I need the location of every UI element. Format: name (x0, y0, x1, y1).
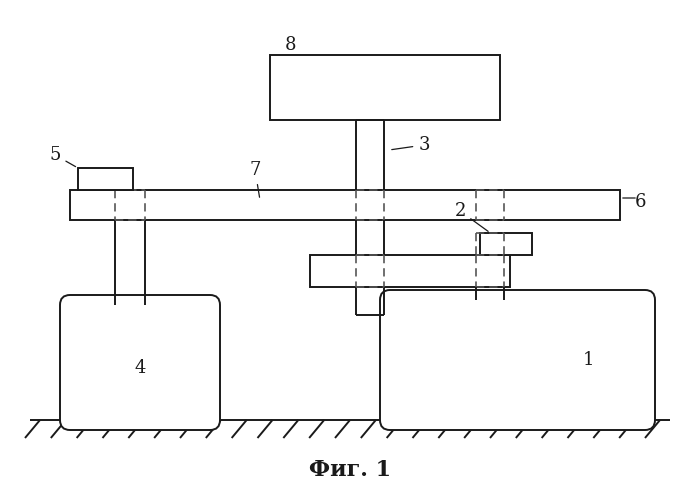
Bar (78, 168, 133, 190)
Text: 4: 4 (134, 359, 146, 377)
FancyBboxPatch shape (380, 290, 655, 430)
Bar (70, 190, 620, 220)
Text: 7: 7 (249, 161, 260, 197)
Text: 3: 3 (392, 136, 430, 154)
Text: 5: 5 (49, 146, 76, 167)
Text: 2: 2 (454, 202, 488, 231)
Text: 8: 8 (284, 36, 295, 54)
FancyBboxPatch shape (60, 295, 220, 430)
Bar (270, 55, 500, 120)
Bar (480, 233, 532, 255)
Text: 1: 1 (583, 351, 594, 369)
Text: 6: 6 (634, 193, 645, 211)
Bar (310, 255, 510, 287)
Text: Фиг. 1: Фиг. 1 (309, 459, 391, 481)
